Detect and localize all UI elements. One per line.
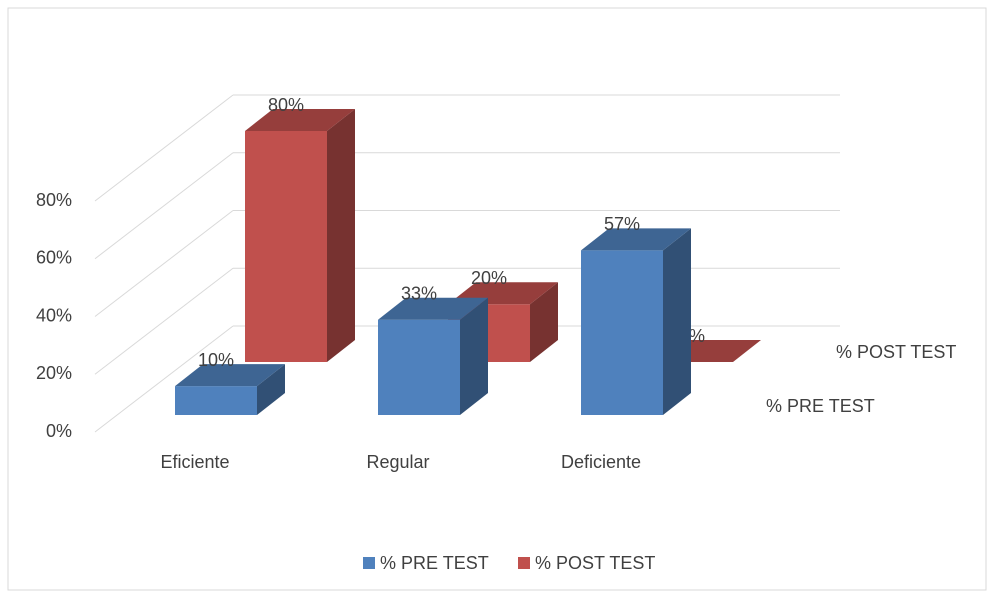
legend-label: % POST TEST: [535, 553, 655, 573]
grid-line: [94, 267, 234, 375]
y-tick-label: 20%: [36, 363, 72, 383]
legend-label: % PRE TEST: [380, 553, 489, 573]
y-tick-label: 60%: [36, 248, 72, 268]
bar: [378, 319, 460, 415]
bar-top: [581, 228, 691, 251]
x-tick-label: Regular: [366, 452, 429, 472]
grid-line: [94, 210, 234, 317]
bar-top: [245, 109, 355, 131]
bar: [175, 386, 257, 415]
x-tick-label: Eficiente: [160, 452, 229, 472]
grid-line: [94, 94, 234, 202]
depth-label: % POST TEST: [836, 342, 956, 362]
bar-side: [257, 364, 285, 415]
data-label: 20%: [471, 268, 507, 288]
depth-label: % PRE TEST: [766, 396, 875, 416]
y-tick-label: 40%: [36, 305, 72, 325]
bar: [245, 131, 327, 362]
bar-side: [327, 109, 355, 362]
y-tick-label: 80%: [36, 190, 72, 210]
data-label: 10%: [198, 350, 234, 370]
bar: [581, 250, 663, 415]
legend-swatch: [363, 557, 375, 569]
data-label: 33%: [401, 283, 437, 303]
legend-swatch: [518, 557, 530, 569]
grid-line: [94, 152, 234, 260]
bar-top: [378, 297, 488, 320]
bar-side: [460, 297, 488, 415]
grid-line: [94, 325, 234, 433]
bar-side: [530, 282, 558, 362]
y-tick-label: 0%: [46, 421, 72, 441]
x-tick-label: Deficiente: [561, 452, 641, 472]
data-label: 80%: [268, 95, 304, 115]
bar-top: [175, 364, 285, 387]
bar-side: [663, 228, 691, 415]
data-label: 57%: [604, 214, 640, 234]
